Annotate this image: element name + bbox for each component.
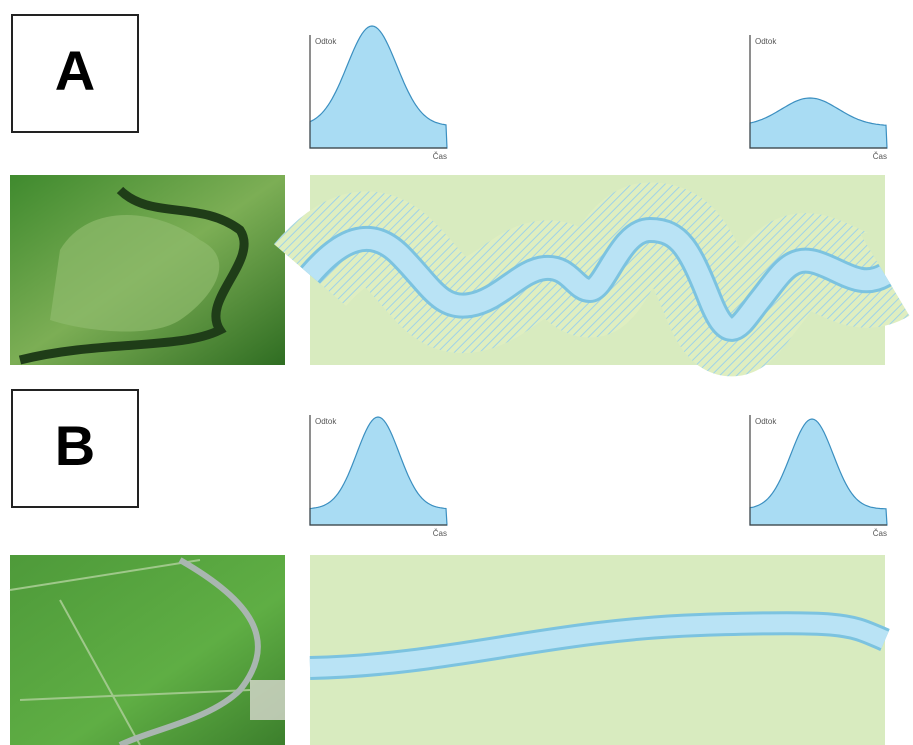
hydrograph-area bbox=[750, 419, 887, 525]
y-axis-label: Odtok bbox=[315, 417, 337, 426]
hydrograph-area bbox=[310, 417, 447, 525]
photo bbox=[10, 555, 285, 745]
hydrograph-area bbox=[750, 98, 887, 148]
river-panel bbox=[310, 555, 885, 745]
x-axis-label: Čas bbox=[433, 529, 447, 538]
y-axis-label: Odtok bbox=[755, 417, 777, 426]
x-axis-label: Čas bbox=[433, 152, 447, 161]
river-panel bbox=[310, 175, 885, 365]
y-axis-label: Odtok bbox=[315, 37, 337, 46]
diagram: A Odtok Čas Odtok Čas B Odtok Čas Odtok Čas bbox=[0, 0, 913, 745]
panel-label: B bbox=[55, 414, 95, 477]
x-axis-label: Čas bbox=[873, 529, 887, 538]
x-axis-label: Čas bbox=[873, 152, 887, 161]
photo bbox=[10, 175, 285, 365]
y-axis-label: Odtok bbox=[755, 37, 777, 46]
panel-label: A bbox=[55, 39, 95, 102]
